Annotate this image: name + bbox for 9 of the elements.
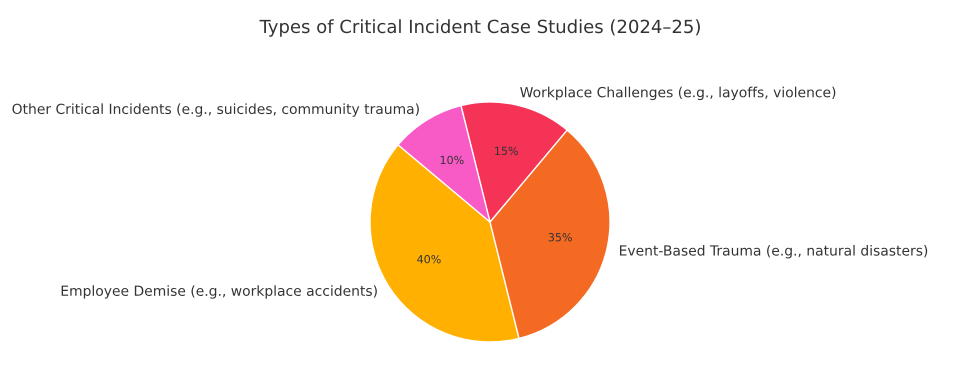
data-label: 35% bbox=[548, 233, 572, 242]
data-label: 40% bbox=[417, 254, 441, 264]
slice-label: Workplace Challenges (e.g., layoffs, violence) bbox=[520, 86, 836, 100]
data-label: 10% bbox=[440, 156, 464, 164]
slice-label: Other Critical Incidents (e.g., suicides, community trauma) bbox=[12, 103, 419, 117]
data-label: 15% bbox=[495, 146, 518, 156]
slice-label: Event-Based Trauma (e.g., natural disasters) bbox=[620, 244, 928, 258]
chart-title: Types of Critical Incident Case Studies (2024–25) bbox=[260, 19, 700, 37]
slice-label: Employee Demise (e.g., workplace accidents) bbox=[62, 285, 377, 299]
